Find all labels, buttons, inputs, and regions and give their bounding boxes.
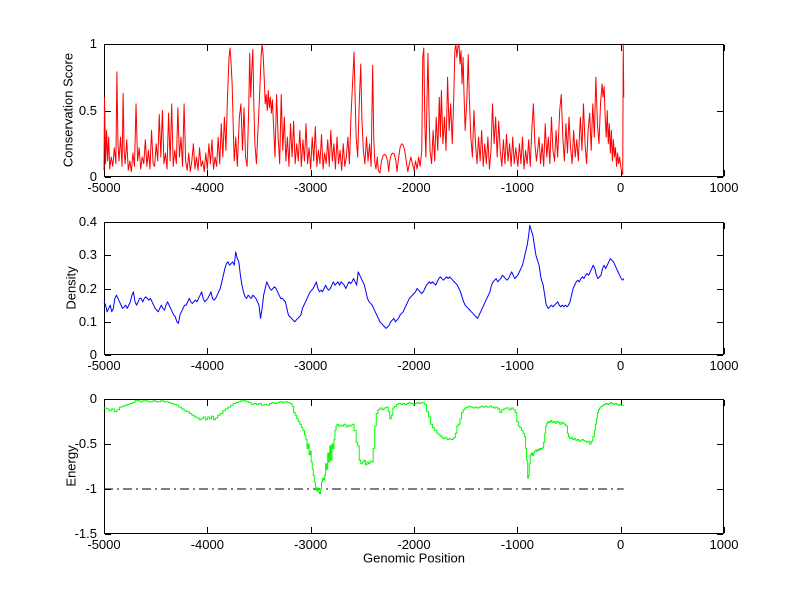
plot-canvas-2 — [104, 399, 725, 535]
y-tick-label: -0.5 — [74, 436, 97, 451]
axes-box — [104, 399, 724, 534]
y-tick-label: 0 — [89, 347, 97, 362]
x-tick-label: -5000 — [87, 180, 121, 195]
x-tick-label: 1000 — [709, 537, 739, 552]
x-tick-label: 0 — [617, 180, 625, 195]
y-tick-label: 0.4 — [78, 214, 97, 229]
x-axis-title-genomic-position: Genomic Position — [363, 550, 465, 566]
plot-canvas-1 — [103, 222, 725, 356]
y-tick-label: 0 — [89, 391, 97, 406]
y-tick-label: 0.5 — [78, 102, 97, 118]
y-tick-label: -1.5 — [74, 526, 97, 541]
x-tick-label: -5000 — [87, 358, 121, 373]
x-tick-label: -1000 — [500, 358, 534, 373]
x-tick-label: 0 — [617, 537, 625, 552]
x-tick-label: 1000 — [709, 358, 739, 373]
x-tick-label: -4000 — [190, 537, 224, 552]
x-tick-label: -2000 — [397, 180, 431, 195]
x-tick-label: -4000 — [190, 180, 224, 195]
y-tick-label: 0.1 — [78, 313, 97, 329]
x-tick-label: -5000 — [87, 537, 121, 552]
x-tick-label: -1000 — [500, 537, 534, 552]
density-plot — [103, 222, 725, 356]
y-tick-label: 1 — [89, 36, 97, 51]
y-tick-label: -1 — [85, 481, 97, 496]
x-tick-label: -3000 — [294, 358, 328, 373]
x-tick-label: -4000 — [190, 358, 224, 373]
plot-canvas-0 — [103, 43, 725, 178]
energy-plot — [104, 399, 725, 535]
y-tick-label: 0.2 — [78, 280, 97, 296]
conservation-score-plot — [103, 43, 725, 178]
x-tick-label: -3000 — [294, 537, 328, 552]
energy-series-line — [104, 400, 624, 494]
x-tick-label: 1000 — [709, 180, 739, 195]
y-tick-label: 0 — [89, 169, 97, 184]
axes-box — [104, 222, 724, 355]
y-tick-label: 0.3 — [78, 247, 97, 263]
y-axis-title-energy: Energy — [63, 445, 79, 487]
conservation-score-series-line — [103, 43, 625, 175]
axes-box — [104, 44, 724, 177]
x-tick-label: -1000 — [500, 180, 534, 195]
x-tick-label: -3000 — [294, 180, 328, 195]
x-tick-label: 0 — [617, 358, 625, 373]
x-tick-label: -2000 — [397, 537, 431, 552]
x-tick-label: -2000 — [397, 358, 431, 373]
density-series-line — [103, 224, 625, 329]
